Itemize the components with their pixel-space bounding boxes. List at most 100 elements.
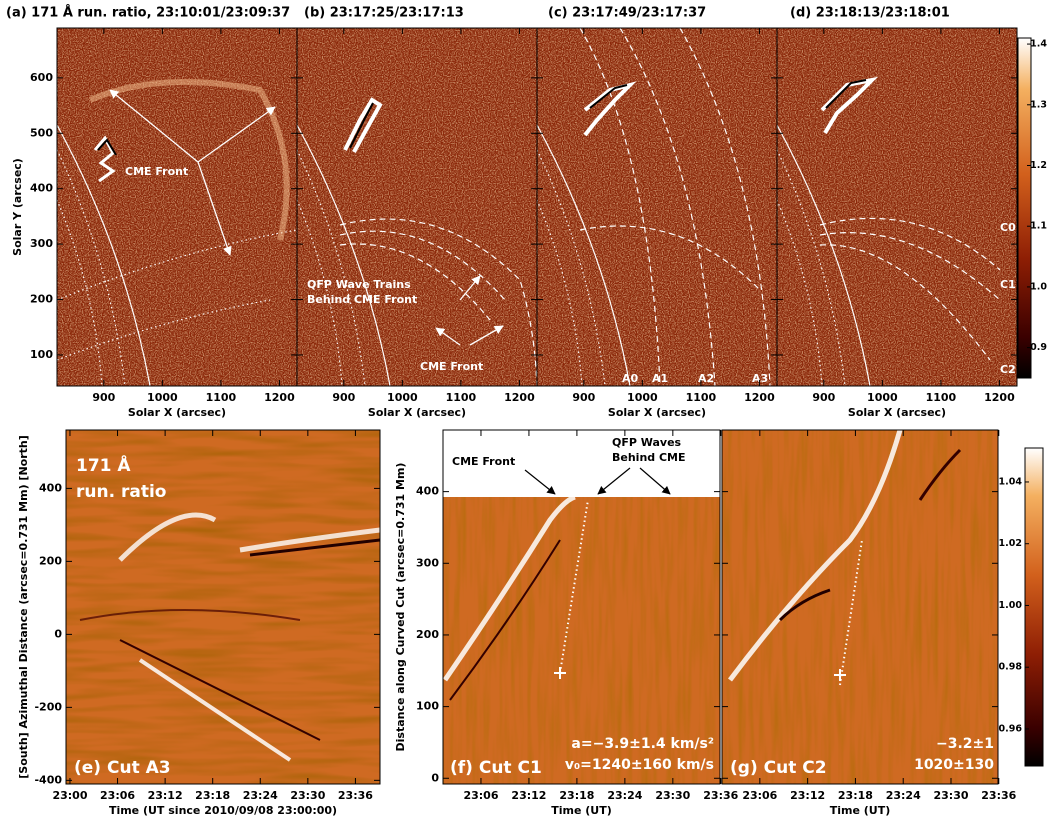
y-tick-label: 400 xyxy=(416,485,439,498)
colorbar-tick-label: 1.00 xyxy=(999,600,1023,611)
x-tick-label: 23:06 xyxy=(742,789,777,802)
panel-frame xyxy=(442,429,721,785)
x-tick-label: 23:24 xyxy=(607,789,642,802)
annotation: (e) Cut A3 xyxy=(74,758,171,778)
x-axis-label: Solar X (arcsec) xyxy=(128,406,226,419)
colorbar-tick-label: 0.96 xyxy=(999,723,1023,734)
y-tick-label: 100 xyxy=(30,348,53,361)
x-tick-label: 23:30 xyxy=(290,789,325,802)
colorbar-tick-label: 0.98 xyxy=(999,662,1023,673)
x-axis-label: Time (UT) xyxy=(830,804,891,817)
annotation: C1 xyxy=(1000,278,1016,291)
x-axis-label: Solar X (arcsec) xyxy=(848,406,946,419)
x-tick-label: 23:06 xyxy=(463,789,498,802)
annotation: a=−3.9±1.4 km/s² xyxy=(571,736,714,752)
x-tick-label: 23:12 xyxy=(790,789,825,802)
image-texture xyxy=(537,28,777,386)
x-tick-label: 1200 xyxy=(504,391,535,404)
x-tick-label: 1000 xyxy=(627,391,658,404)
colorbar-tick-label: 1.2 xyxy=(1030,160,1047,171)
colorbar-tick-label: 1.0 xyxy=(1030,281,1047,292)
annotation: 171 Å xyxy=(76,453,131,476)
y-tick-label: 200 xyxy=(30,293,53,306)
y-tick-label: 600 xyxy=(30,71,53,84)
features xyxy=(57,28,1001,762)
annotation: CME Front xyxy=(452,455,515,468)
x-tick-label: 23:30 xyxy=(655,789,690,802)
y-tick-label: 200 xyxy=(416,628,439,641)
colorbar-tick-label: 1.3 xyxy=(1030,99,1047,110)
x-tick-label: 23:06 xyxy=(100,789,135,802)
annotation: A0 xyxy=(622,372,639,385)
x-tick-label: 23:36 xyxy=(981,789,1016,802)
x-tick-label: 900 xyxy=(572,391,595,404)
panel-title: (a) 171 Å run. ratio, 23:10:01/23:09:37 xyxy=(6,5,290,21)
annotation: 1020±130 xyxy=(914,757,994,773)
x-tick-label: 1100 xyxy=(446,391,477,404)
x-axis-label: Time (UT) xyxy=(551,804,612,817)
x-tick-label: 1000 xyxy=(867,391,898,404)
x-tick-label: 1200 xyxy=(744,391,775,404)
x-tick-label: 23:18 xyxy=(195,789,230,802)
panel-title: (b) 23:17:25/23:17:13 xyxy=(304,6,464,21)
colorbar-tick-label: 1.04 xyxy=(999,476,1023,487)
y-tick-label: 0 xyxy=(431,771,439,784)
y-tick-label: 400 xyxy=(39,481,62,494)
x-tick-label: 23:30 xyxy=(933,789,968,802)
x-tick-label: 23:24 xyxy=(243,789,278,802)
x-tick-label: 23:12 xyxy=(148,789,183,802)
annotation: CME Front xyxy=(125,165,188,178)
colorbar-tick-label: 1.02 xyxy=(999,538,1022,549)
x-tick-label: 23:18 xyxy=(559,789,594,802)
colorbar xyxy=(1017,37,1032,379)
y-axis-label: Distance along Curved Cut (arcsec=0.731 … xyxy=(394,463,407,752)
y-tick-label: 500 xyxy=(30,126,53,139)
y-tick-label: 0 xyxy=(54,627,62,640)
x-tick-label: 900 xyxy=(812,391,835,404)
annotation: A3 xyxy=(752,372,768,385)
annotation: (g) Cut C2 xyxy=(730,758,827,778)
colorbar xyxy=(1024,447,1044,767)
image-texture xyxy=(66,430,380,784)
y-axis-label: Solar Y (arcsec) xyxy=(11,158,24,256)
image-texture xyxy=(722,430,998,784)
annotation: A2 xyxy=(698,372,714,385)
x-tick-label: 1100 xyxy=(686,391,717,404)
y-tick-label: 300 xyxy=(416,556,439,569)
panel-frame xyxy=(65,429,381,785)
x-tick-label: 1200 xyxy=(984,391,1015,404)
x-tick-label: 1200 xyxy=(264,391,295,404)
x-tick-label: 900 xyxy=(332,391,355,404)
y-tick-label: -400 xyxy=(34,773,62,786)
colorbar-tick-label: 1.4 xyxy=(1030,39,1047,50)
x-tick-label: 23:00 xyxy=(52,789,87,802)
annotation: C2 xyxy=(1000,363,1016,376)
annotation: run. ratio xyxy=(76,482,166,502)
annotation: −3.2±1 xyxy=(936,736,994,752)
y-tick-label: 400 xyxy=(30,182,53,195)
x-axis-label: Solar X (arcsec) xyxy=(368,406,466,419)
x-tick-label: 900 xyxy=(92,391,115,404)
panel-frame xyxy=(776,27,1018,387)
annotation: CME Front xyxy=(420,360,483,373)
annotation: Behind CME Front xyxy=(307,293,417,306)
annotation: Behind CME xyxy=(612,451,686,464)
x-tick-label: 1000 xyxy=(147,391,178,404)
annotation: (f) Cut C1 xyxy=(450,758,542,778)
x-axis-label: Solar X (arcsec) xyxy=(608,406,706,419)
annotation: A1 xyxy=(652,372,668,385)
y-tick-label: -200 xyxy=(34,700,62,713)
annotation: v₀=1240±160 km/s xyxy=(565,757,714,773)
y-tick-label: 300 xyxy=(30,237,53,250)
y-tick-label: 100 xyxy=(416,700,439,713)
x-tick-label: 1100 xyxy=(206,391,237,404)
x-tick-label: 23:12 xyxy=(511,789,546,802)
colorbar-tick-label: 0.9 xyxy=(1030,342,1047,353)
x-tick-label: 23:36 xyxy=(338,789,373,802)
image-texture xyxy=(297,28,537,386)
x-tick-label: 1100 xyxy=(926,391,957,404)
image-texture xyxy=(777,28,1017,386)
y-tick-label: 200 xyxy=(39,554,62,567)
annotations: CME Front QFP Wave Trains Behind CME Fro… xyxy=(74,165,1016,778)
